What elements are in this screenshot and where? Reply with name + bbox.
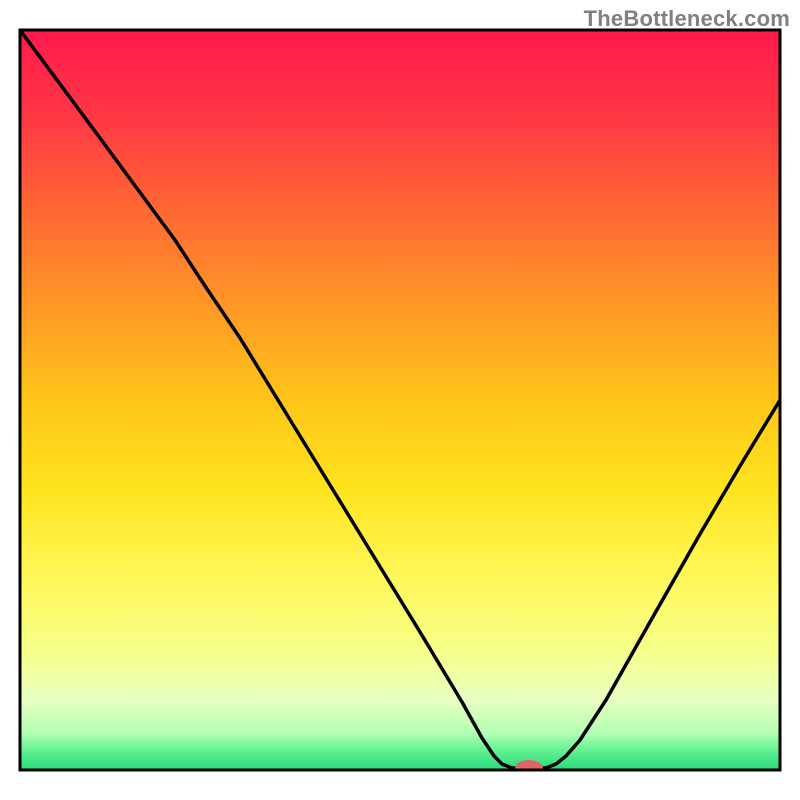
optimal-point-marker (515, 760, 543, 776)
chart-container: TheBottleneck.com (0, 0, 800, 800)
gradient-background (20, 30, 780, 770)
bottleneck-chart (0, 0, 800, 800)
